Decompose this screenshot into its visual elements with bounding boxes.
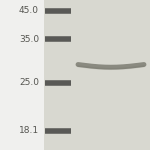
Text: 25.0: 25.0 bbox=[19, 78, 39, 87]
Bar bbox=[0, 0, 44, 150]
Text: 45.0: 45.0 bbox=[19, 6, 39, 15]
Text: 18.1: 18.1 bbox=[19, 126, 39, 135]
Bar bbox=[44, 0, 150, 150]
Text: 35.0: 35.0 bbox=[19, 34, 39, 43]
